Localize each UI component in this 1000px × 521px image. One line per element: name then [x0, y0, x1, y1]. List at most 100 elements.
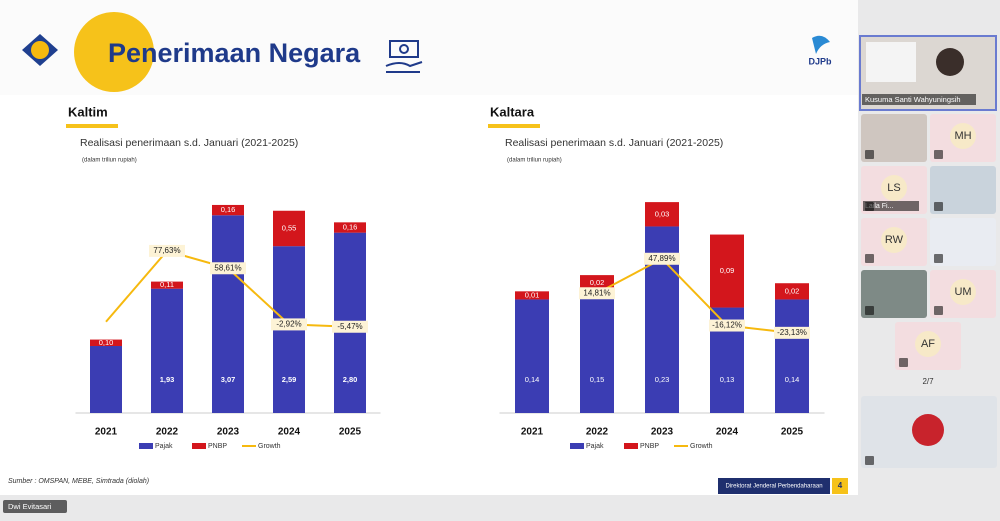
participant-tile[interactable]	[861, 270, 927, 318]
growth-label-bg	[774, 326, 810, 339]
bar-segment	[710, 234, 744, 308]
x-tick-label: 2025	[339, 427, 362, 438]
chart-title: Kaltara	[490, 104, 535, 119]
avatar	[950, 279, 976, 305]
value-label: 0,03	[655, 209, 670, 218]
bar-segment	[151, 288, 183, 413]
mic-icon	[865, 254, 874, 263]
value-label: 0,01	[525, 290, 540, 299]
value-label: 0,09	[720, 266, 735, 275]
footer-bar	[718, 478, 830, 494]
avatar	[881, 175, 907, 201]
bar-segment	[212, 215, 244, 413]
growth-label: 77,63%	[153, 246, 180, 255]
name-tag-bg	[863, 201, 919, 211]
bar-segment	[645, 202, 679, 227]
value-label: 0,16	[343, 222, 358, 231]
chart-note: (dalam triliun rupiah)	[507, 158, 562, 164]
slide-title: Penerimaan Negara	[108, 38, 361, 68]
avatar-initials: RW	[885, 234, 904, 246]
x-tick-label: 2024	[716, 427, 739, 438]
mic-icon	[865, 306, 874, 315]
growth-label: -2,92%	[276, 320, 301, 329]
bar-segment	[273, 210, 305, 247]
value-label: 0,55	[282, 223, 297, 232]
mic-icon	[865, 456, 874, 465]
chart-title: Kaltim	[68, 104, 108, 119]
participant-tile[interactable]	[861, 114, 927, 162]
chart-note: (dalam triliun rupiah)	[82, 158, 137, 164]
x-tick-label: 2023	[651, 427, 674, 438]
growth-label-bg	[210, 262, 246, 275]
growth-label: -5,47%	[337, 322, 362, 331]
bar-segment	[515, 299, 549, 413]
avatar-initials: LS	[887, 182, 900, 194]
x-tick-label: 2024	[278, 427, 301, 438]
chart-subtitle: Realisasi penerimaan s.d. Januari (2021-…	[80, 137, 298, 149]
legend-swatch	[570, 443, 584, 449]
x-tick-label: 2025	[781, 427, 804, 438]
speaker-head	[936, 48, 964, 76]
growth-label-bg	[709, 319, 745, 332]
growth-label-bg	[271, 318, 307, 331]
bar-segment	[775, 283, 809, 300]
bar-segment	[334, 222, 366, 233]
footer-org: Direktorat Jenderal Perbendaharaan	[725, 484, 822, 490]
shared-slide-thumb	[866, 42, 916, 82]
value-label: 0,10	[99, 338, 114, 347]
kemenkeu-logo	[22, 34, 58, 66]
presenter-name: Dwi Evitasari	[8, 502, 52, 511]
x-tick-label: 2021	[521, 427, 544, 438]
avatar-initials: MH	[954, 130, 971, 142]
presenter-tag	[3, 500, 67, 513]
page-box	[832, 478, 848, 494]
value-label: 0,14	[785, 375, 800, 384]
legend-label: PNBP	[208, 443, 227, 450]
video-person	[912, 414, 944, 446]
value-label: 0,11	[160, 280, 174, 289]
source-note: Sumber : OMSPAN, MEBE, Simtrada (diolah)	[8, 478, 149, 485]
participant-tile[interactable]	[930, 218, 996, 266]
bar-segment	[212, 204, 244, 216]
value-label: 2,59	[282, 375, 297, 384]
value-label: 0,23	[655, 375, 670, 384]
bar-segment	[580, 291, 614, 413]
avatar	[881, 227, 907, 253]
growth-label-bg	[149, 244, 185, 257]
pager: 2/7	[922, 377, 934, 386]
growth-label-bg	[332, 320, 368, 333]
mic-icon	[934, 254, 943, 263]
value-label: 0,16	[221, 205, 236, 214]
value-label: 0,02	[590, 278, 605, 287]
bar-segment	[90, 339, 122, 347]
mic-icon	[865, 202, 874, 211]
x-tick-label: 2022	[586, 427, 609, 438]
growth-label: 14,81%	[583, 288, 610, 297]
page-number: 4	[838, 481, 843, 490]
participant-name: Laila Fi...	[865, 203, 893, 210]
legend-label: Pajak	[586, 443, 604, 450]
growth-label: 58,61%	[214, 263, 241, 272]
avatar	[915, 331, 941, 357]
mic-icon	[865, 150, 874, 159]
logo-text: DJPb	[808, 56, 832, 66]
mic-icon	[934, 150, 943, 159]
legend-label: Growth	[690, 443, 713, 450]
legend-swatch	[192, 443, 206, 449]
mic-icon	[934, 306, 943, 315]
mic-icon	[934, 202, 943, 211]
legend-swatch	[624, 443, 638, 449]
x-tick-label: 2023	[217, 427, 240, 438]
growth-label: 47,89%	[648, 254, 675, 263]
mic-icon	[899, 358, 908, 367]
x-tick-label: 2022	[156, 427, 179, 438]
bar-segment	[515, 291, 549, 300]
growth-line	[596, 257, 793, 334]
growth-label: -16,12%	[712, 321, 742, 330]
chart-subtitle: Realisasi penerimaan s.d. Januari (2021-…	[505, 137, 723, 149]
participant-tile[interactable]	[930, 166, 996, 214]
djpb-logo: DJPb	[808, 35, 832, 66]
value-label: 0,14	[525, 375, 540, 384]
